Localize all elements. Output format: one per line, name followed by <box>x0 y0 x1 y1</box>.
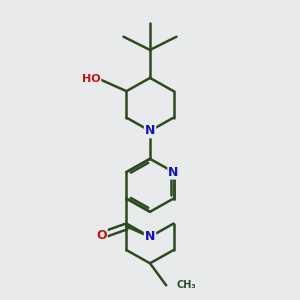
Text: O: O <box>96 229 107 242</box>
Text: CH₃: CH₃ <box>176 280 196 290</box>
Text: N: N <box>145 124 155 137</box>
Text: HO: HO <box>82 74 100 84</box>
Text: N: N <box>145 230 155 243</box>
Text: N: N <box>168 166 179 178</box>
